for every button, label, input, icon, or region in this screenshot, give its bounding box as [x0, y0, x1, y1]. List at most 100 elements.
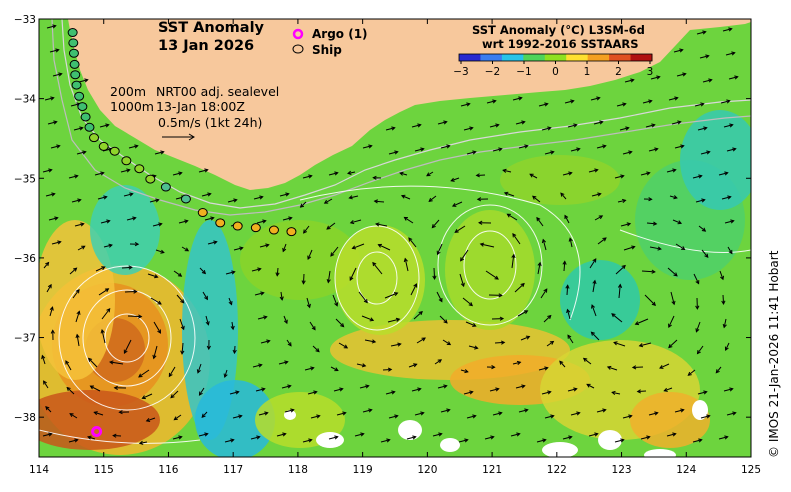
current-arrow-109 [591, 192, 602, 197]
current-arrow-241 [517, 310, 529, 317]
current-arrow-57 [570, 147, 581, 152]
current-arrow-97 [279, 192, 290, 197]
no-data-gap-6 [440, 438, 460, 452]
current-arrow-233 [309, 321, 316, 331]
colorbar-tick-label-4: 1 [584, 66, 591, 78]
current-arrow-151 [282, 243, 287, 253]
current-arrow-36 [541, 126, 552, 131]
current-arrow-130 [431, 219, 440, 229]
ship-position-15 [145, 174, 156, 184]
current-arrow-294 [486, 365, 496, 370]
current-arrow-70 [198, 168, 209, 173]
current-arrow-213 [488, 293, 503, 298]
current-arrow-182 [372, 261, 383, 275]
datetime-label: 13-Jan 18:00Z [156, 99, 245, 114]
current-arrow-249 [722, 318, 727, 329]
ship-legend-marker [292, 44, 304, 54]
current-arrow-26 [720, 99, 731, 104]
current-arrow-298 [582, 357, 592, 365]
current-arrow-376 [510, 432, 521, 437]
current-arrow-218 [617, 283, 623, 299]
current-arrow-299 [606, 365, 618, 371]
current-arrow-2 [722, 27, 733, 32]
current-arrow-135 [564, 214, 570, 224]
current-arrow-229 [205, 315, 210, 326]
current-arrow-92 [149, 198, 160, 203]
current-arrow-214 [514, 282, 525, 293]
current-arrow-237 [413, 310, 423, 320]
current-arrow-188 [537, 261, 542, 275]
current-arrow-14 [44, 96, 55, 101]
current-arrow-207 [332, 294, 339, 307]
sst-patch-13 [335, 225, 425, 335]
current-arrow-282 [168, 366, 176, 378]
current-arrow-221 [695, 297, 700, 310]
current-arrow-377 [536, 438, 547, 443]
current-arrow-156 [408, 237, 417, 248]
current-arrow-347 [466, 414, 477, 419]
isobath-1000m [51, 19, 751, 216]
current-arrow-136 [594, 215, 604, 221]
current-arrow-367 [276, 432, 287, 437]
ship-position-11 [98, 141, 109, 151]
map-date: 13 Jan 2026 [158, 38, 254, 54]
current-arrow-33 [463, 126, 474, 131]
current-arrow-361 [112, 433, 122, 438]
current-arrow-10 [650, 75, 661, 80]
current-arrow-54 [492, 147, 503, 152]
current-arrow-288 [330, 366, 339, 372]
current-arrow-114 [721, 195, 732, 200]
current-arrow-266 [468, 345, 479, 350]
sst-patch-18 [500, 155, 620, 205]
depth-1000-label: 1000m [110, 99, 154, 114]
current-arrow-312 [255, 387, 266, 392]
current-arrow-168 [727, 246, 733, 255]
current-arrow-21 [590, 96, 601, 101]
colorbar-segment-2 [501, 54, 524, 61]
current-arrow-124 [282, 216, 293, 221]
current-arrow-101 [373, 199, 385, 204]
current-arrow-45 [76, 150, 87, 155]
colorbar [458, 53, 653, 62]
current-arrow-29 [99, 123, 110, 128]
current-arrow-217 [592, 279, 597, 293]
current-arrow-304 [43, 380, 49, 389]
current-arrow-192 [641, 269, 656, 274]
current-arrow-103 [428, 195, 437, 202]
current-arrow-53 [466, 150, 477, 155]
current-arrow-368 [302, 438, 313, 443]
current-arrow-203 [228, 297, 233, 306]
current-arrow-322 [515, 384, 526, 389]
current-arrow-134 [536, 216, 544, 227]
current-arrow-104 [451, 201, 463, 207]
current-arrow-132 [478, 220, 492, 225]
current-arrow-129 [403, 216, 414, 224]
current-arrow-125 [303, 225, 310, 234]
current-arrow-1 [696, 30, 707, 35]
ship-position-8 [80, 112, 91, 122]
ship-position-0 [67, 28, 78, 38]
current-arrow-108 [560, 192, 567, 200]
current-arrow-328 [663, 387, 673, 392]
current-arrow-338 [232, 414, 243, 419]
current-arrow-145 [129, 242, 140, 247]
colorbar-tick-label-3: 0 [552, 66, 559, 78]
current-arrow-105 [476, 197, 489, 202]
current-arrow-314 [307, 390, 318, 395]
current-arrow-352 [596, 408, 607, 413]
current-arrow-238 [439, 315, 448, 324]
x-tick-label-9: 123 [612, 464, 632, 476]
y-tick-label-5: −38 [14, 412, 36, 424]
current-arrow-262 [364, 339, 377, 344]
current-arrow-346 [440, 408, 451, 413]
current-arrow-69 [172, 171, 183, 176]
current-arrow-31 [411, 123, 422, 128]
current-arrow-83 [614, 174, 625, 179]
current-arrow-265 [442, 339, 452, 346]
current-arrow-117 [100, 219, 111, 224]
current-arrow-232 [283, 315, 288, 325]
colorbar-tick-labels: −3 −2 −1 0 1 2 3 [453, 61, 653, 78]
current-arrow-239 [465, 321, 477, 327]
current-arrow-27 [47, 120, 58, 125]
